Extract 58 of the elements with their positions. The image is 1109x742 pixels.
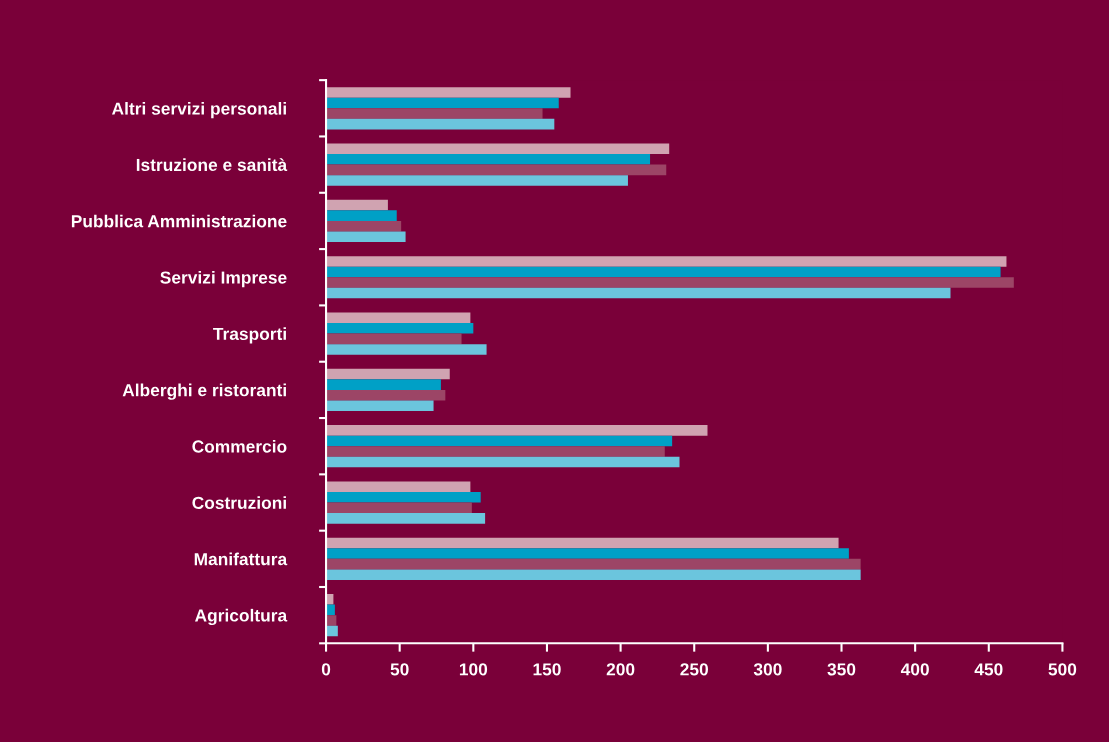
bar [326, 379, 441, 390]
x-tick-label: 350 [827, 663, 856, 676]
y-tick-label: Agricoltura [194, 608, 288, 626]
bar [326, 400, 434, 411]
bar [326, 118, 555, 130]
bar [326, 481, 471, 492]
bar [326, 344, 487, 355]
bar [326, 256, 1007, 267]
bar [326, 558, 861, 570]
bar [326, 389, 446, 401]
y-tick-label: Manifattura [194, 552, 288, 566]
bar [326, 87, 571, 98]
x-tick-label: 50 [390, 663, 409, 676]
bar [326, 537, 839, 549]
bar [326, 154, 651, 165]
bar [326, 513, 486, 524]
bar [326, 143, 670, 155]
y-tick-label: Costruzioni [192, 496, 286, 509]
x-tick-label: 0 [321, 663, 331, 676]
bar [326, 266, 1001, 278]
bar [326, 491, 481, 503]
bar [326, 502, 472, 514]
y-tick-label: Pubblica Amministrazione [71, 214, 287, 228]
bar [326, 231, 406, 243]
x-tick-label: 500 [1048, 663, 1077, 676]
y-tick-label: Altri servizi personali [111, 102, 286, 119]
x-tick-label: 100 [459, 663, 488, 676]
bar [326, 615, 337, 626]
bar [326, 199, 388, 211]
y-tick-label: Alberghi e ristoranti [122, 383, 286, 400]
bar [326, 312, 471, 324]
y-tick-label: Servizi Imprese [160, 270, 287, 288]
bar [326, 425, 708, 436]
y-tick-label: Trasporti [213, 327, 286, 344]
bar [326, 368, 450, 380]
bar [326, 456, 680, 468]
bar [326, 548, 849, 559]
bar [326, 175, 628, 186]
x-tick-label: 200 [606, 663, 635, 676]
bar [326, 287, 951, 299]
x-tick-label: 400 [900, 663, 929, 676]
x-tick-label: 150 [533, 663, 561, 676]
bar [326, 97, 559, 109]
bar [326, 323, 474, 334]
y-tick-label: Istruzione e sanità [136, 158, 288, 172]
bar [326, 108, 543, 119]
x-tick-label: 300 [753, 663, 782, 676]
bar [326, 210, 397, 221]
x-tick-label: 250 [680, 663, 709, 676]
bar [326, 569, 861, 580]
bar [326, 164, 667, 176]
bar [326, 333, 462, 345]
y-tick-label: Commercio [192, 439, 287, 453]
x-tick-label: 450 [974, 663, 1003, 676]
bar [326, 435, 673, 447]
bar [326, 220, 402, 232]
bar [326, 446, 665, 457]
bar [326, 277, 1014, 288]
